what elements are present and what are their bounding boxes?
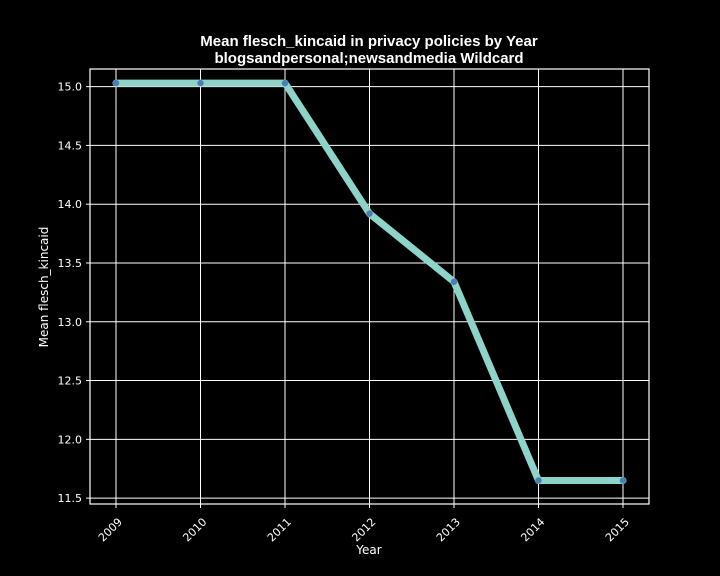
y-tick-label: 12.0 xyxy=(58,433,83,446)
axis-ticks: 11.5 12.0 12.5 13.0 13.5 14.0 14.5 15.0 2009 2010… xyxy=(58,81,632,545)
y-tick-label: 11.5 xyxy=(58,492,83,505)
chart-subtitle: blogsandpersonal;newsandmedia Wildcard xyxy=(214,50,523,67)
data-point-marker xyxy=(281,79,289,87)
data-point-marker xyxy=(366,210,373,217)
y-tick-label: 12.5 xyxy=(58,375,83,388)
x-tick-label: 2009 xyxy=(96,515,125,544)
x-tick-label: 2010 xyxy=(180,515,209,544)
chart-title: Mean flesch_kincaid in privacy policies … xyxy=(200,33,538,50)
x-tick-label: 2011 xyxy=(265,515,294,544)
x-tick-label: 2015 xyxy=(603,515,632,544)
data-point-marker xyxy=(450,278,458,286)
data-point-marker xyxy=(197,79,204,87)
y-tick-label: 14.5 xyxy=(58,139,83,152)
plot-frame xyxy=(89,68,650,505)
x-tick-label: 2013 xyxy=(434,515,463,544)
x-tick-label: 2012 xyxy=(349,515,378,544)
y-tick-label: 13.0 xyxy=(58,316,83,329)
x-axis-label: Year xyxy=(355,543,381,557)
y-tick-label: 14.0 xyxy=(58,198,83,211)
grid xyxy=(90,69,649,504)
data-point-marker xyxy=(619,477,627,484)
data-point-marker xyxy=(535,477,542,484)
y-axis-label: Mean flesch_kincaid xyxy=(37,227,51,348)
x-tick-label: 2014 xyxy=(518,515,547,544)
y-tick-label: 13.5 xyxy=(58,257,83,270)
series-line xyxy=(112,79,627,484)
data-point-marker xyxy=(112,79,120,87)
y-tick-label: 15.0 xyxy=(58,81,83,94)
